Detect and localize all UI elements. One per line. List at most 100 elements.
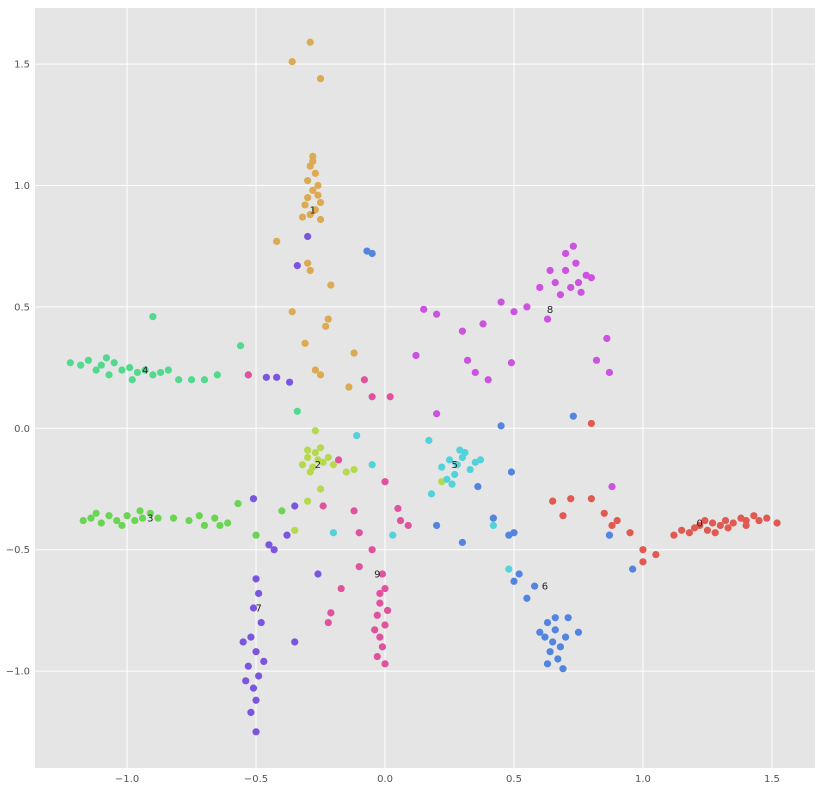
- point: [381, 660, 389, 668]
- point: [304, 497, 312, 505]
- x-tick-label: 0.0: [377, 774, 393, 785]
- point: [458, 538, 467, 547]
- point: [376, 633, 384, 641]
- point: [66, 359, 74, 367]
- point: [149, 371, 157, 379]
- point: [249, 684, 258, 692]
- point: [304, 177, 312, 185]
- point: [288, 58, 296, 66]
- point: [489, 521, 497, 530]
- point: [569, 242, 577, 250]
- point: [373, 652, 381, 661]
- point: [247, 633, 255, 641]
- point: [378, 570, 387, 578]
- point: [549, 638, 557, 646]
- point: [252, 575, 260, 583]
- point: [306, 211, 314, 219]
- point: [443, 475, 451, 483]
- point: [536, 628, 544, 636]
- point: [164, 366, 172, 374]
- point: [543, 660, 552, 668]
- point: [288, 308, 296, 316]
- point: [373, 611, 381, 619]
- point: [652, 550, 660, 559]
- point: [102, 354, 111, 362]
- point: [304, 194, 312, 202]
- cluster-label: 6: [542, 582, 548, 593]
- point: [118, 521, 126, 530]
- point: [386, 393, 394, 401]
- point: [376, 589, 384, 598]
- point: [92, 366, 100, 374]
- point: [507, 359, 516, 367]
- point: [105, 512, 113, 520]
- point: [567, 283, 575, 292]
- point: [556, 643, 565, 651]
- point: [316, 371, 325, 379]
- point: [270, 546, 278, 554]
- point: [316, 215, 325, 224]
- cluster-label: 1: [310, 205, 316, 216]
- x-tick-label: 1.5: [764, 774, 780, 785]
- point: [368, 393, 376, 401]
- point: [381, 584, 389, 593]
- point: [750, 512, 758, 520]
- point: [257, 618, 265, 627]
- point: [561, 633, 570, 641]
- point: [376, 599, 384, 607]
- plot-area: [35, 8, 815, 768]
- point: [175, 376, 183, 384]
- point: [497, 422, 505, 430]
- point: [350, 507, 358, 515]
- cluster-label: 7: [255, 603, 261, 614]
- point: [438, 463, 446, 471]
- cluster-label: 8: [547, 305, 553, 316]
- cluster-label: 9: [374, 569, 380, 580]
- point: [561, 249, 570, 258]
- point: [729, 519, 737, 527]
- point: [309, 157, 317, 165]
- point: [549, 497, 557, 505]
- point: [239, 638, 247, 646]
- point: [316, 75, 325, 83]
- point: [716, 521, 724, 530]
- point: [574, 279, 583, 287]
- point: [314, 181, 322, 190]
- point: [345, 383, 353, 391]
- point: [327, 609, 335, 617]
- point: [126, 364, 134, 372]
- point: [389, 531, 397, 539]
- point: [536, 283, 544, 292]
- point: [587, 274, 595, 282]
- point: [551, 279, 559, 287]
- point: [141, 366, 149, 374]
- point: [92, 509, 100, 517]
- x-tick-label: −0.5: [244, 774, 268, 785]
- point: [350, 465, 358, 474]
- point: [118, 366, 126, 374]
- y-tick-label: 1.5: [14, 60, 30, 71]
- point: [427, 490, 436, 498]
- point: [605, 531, 614, 539]
- point: [298, 213, 307, 221]
- point: [564, 614, 572, 622]
- point: [316, 444, 325, 452]
- point: [412, 351, 420, 360]
- y-tick-label: 0.5: [14, 302, 30, 313]
- point: [605, 368, 614, 377]
- point: [327, 281, 335, 289]
- point: [456, 446, 464, 454]
- y-tick-label: 0.0: [14, 424, 30, 435]
- point: [293, 262, 301, 270]
- point: [311, 169, 319, 177]
- point: [523, 303, 531, 311]
- point: [138, 514, 147, 522]
- point: [433, 521, 441, 530]
- point: [291, 502, 299, 510]
- point: [755, 516, 763, 525]
- point: [200, 521, 209, 530]
- point: [608, 482, 616, 491]
- point: [471, 368, 479, 377]
- point: [298, 461, 307, 469]
